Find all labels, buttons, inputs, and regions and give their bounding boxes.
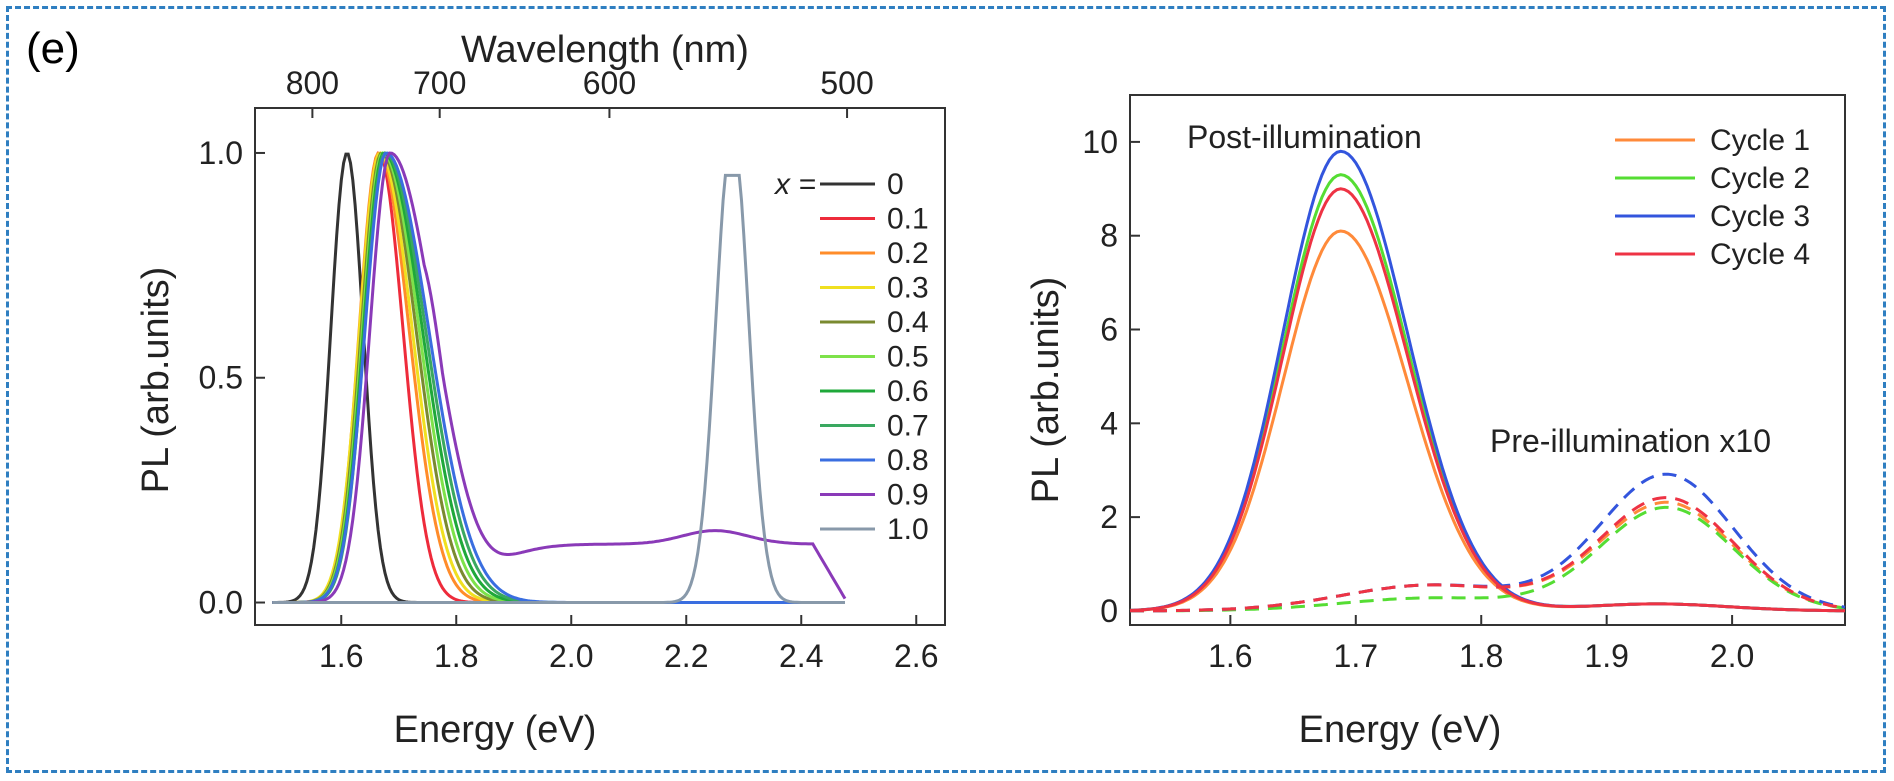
left-legend-label: 0.3 [887, 272, 929, 305]
panel-label: (e) [26, 24, 80, 73]
left-xtick-label: 1.8 [434, 638, 478, 674]
left-top-tick-label: 800 [286, 65, 339, 101]
left-legend-label: 0.8 [887, 444, 929, 477]
left-ylabel: PL (arb.units) [135, 267, 177, 494]
left-axes-box [254, 107, 946, 626]
left-top-tick-label: 600 [583, 65, 636, 101]
left-series-line-0.5 [272, 151, 845, 604]
left-xtick-label: 2.2 [664, 638, 708, 674]
left-xtick-label: 2.4 [779, 638, 823, 674]
left-legend-label: 1.0 [887, 513, 929, 546]
left-ytick-label: 1.0 [199, 135, 243, 171]
left-legend-label: 0.9 [887, 479, 929, 512]
left-top-axis-label: Wavelength (nm) [461, 29, 749, 71]
left-series-line-1.0 [272, 173, 845, 604]
left-plot-area: 1.6 1.8 2.0 2.2 2.4 2.6 0.0 0.5 1.0 800 700 600 500 x… [199, 65, 946, 674]
left-legend-label: 0.1 [887, 203, 929, 236]
left-xtick-label: 2.6 [894, 638, 938, 674]
left-legend-label: 0.7 [887, 410, 929, 443]
left-legend-label: 0 [887, 168, 904, 201]
left-legend-title: x = [773, 168, 816, 201]
figure-frame [6, 6, 1886, 773]
left-xlabel: Energy (eV) [394, 709, 597, 751]
left-legend-label: 0.4 [887, 306, 929, 339]
left-top-tick-label: 500 [820, 65, 873, 101]
left-legend-label: 0.2 [887, 237, 929, 270]
left-top-tick-label: 700 [413, 65, 466, 101]
left-xtick-label: 1.6 [319, 638, 363, 674]
left-series-line-0.9 [272, 151, 847, 604]
left-legend-label: 0.6 [887, 375, 929, 408]
left-ytick-label: 0.0 [199, 585, 243, 621]
left-legend-label: 0.5 [887, 341, 929, 374]
left-xtick-label: 2.0 [549, 638, 593, 674]
left-ytick-label: 0.5 [199, 360, 243, 396]
